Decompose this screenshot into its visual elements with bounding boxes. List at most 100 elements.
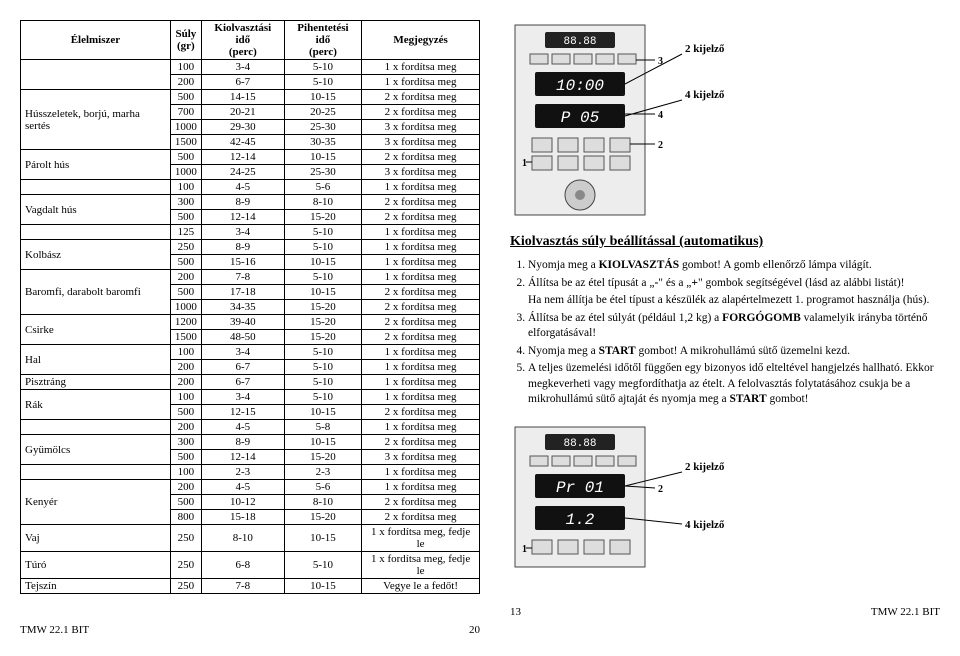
table-cell: 5-6 — [284, 480, 361, 495]
table-cell: 1 x fordítsa meg — [362, 390, 480, 405]
table-row: 1004-55-61 x fordítsa meg — [21, 180, 480, 195]
table-cell: 6-7 — [201, 360, 284, 375]
table-cell: 500 — [170, 150, 201, 165]
table-cell: 3 x fordítsa meg — [362, 135, 480, 150]
table-cell: 30-35 — [284, 135, 361, 150]
table-cell: 10-15 — [284, 405, 361, 420]
table-cell: 3 x fordítsa meg — [362, 120, 480, 135]
table-cell: 100 — [170, 60, 201, 75]
table-cell: 1000 — [170, 165, 201, 180]
table-cell: 7-8 — [201, 579, 284, 594]
table-cell: 300 — [170, 435, 201, 450]
table-cell: 3-4 — [201, 390, 284, 405]
table-cell: 5-10 — [284, 75, 361, 90]
table-cell: 2 x fordítsa meg — [362, 105, 480, 120]
table-cell: 4-5 — [201, 180, 284, 195]
table-cell: 1 x fordítsa meg — [362, 255, 480, 270]
table-cell: 2 x fordítsa meg — [362, 210, 480, 225]
table-cell: 10-15 — [284, 255, 361, 270]
table-cell: 5-10 — [284, 270, 361, 285]
food-cell: Baromfi, darabolt baromfi — [21, 270, 171, 315]
table-cell: 3 x fordítsa meg — [362, 165, 480, 180]
table-cell: 100 — [170, 465, 201, 480]
table-cell: 500 — [170, 285, 201, 300]
step-item: Állítsa be az étel súlyát (például 1,2 k… — [528, 311, 940, 342]
footer-model: TMW 22.1 BIT — [20, 624, 89, 636]
table-cell: 1 x fordítsa meg — [362, 465, 480, 480]
table-cell: 29-30 — [201, 120, 284, 135]
food-cell: Kenyér — [21, 480, 171, 525]
table-cell: 500 — [170, 255, 201, 270]
table-header: Pihentetési idő(perc) — [284, 21, 361, 60]
table-cell: 1 x fordítsa meg — [362, 375, 480, 390]
table-cell: 200 — [170, 360, 201, 375]
left-column: ÉlelmiszerSúly(gr)Kiolvasztási idő(perc)… — [20, 20, 480, 636]
table-cell: 250 — [170, 552, 201, 579]
table-cell: 10-15 — [284, 90, 361, 105]
table-cell: 5-10 — [284, 552, 361, 579]
footer-page: 13 — [510, 606, 521, 618]
table-cell: 100 — [170, 390, 201, 405]
step-item: A teljes üzemelési időtől függően egy bi… — [528, 361, 940, 408]
table-cell: 42-45 — [201, 135, 284, 150]
table-cell: 15-20 — [284, 210, 361, 225]
food-cell: Tejszín — [21, 579, 171, 594]
table-cell: 5-8 — [284, 420, 361, 435]
table-cell: 1 x fordítsa meg — [362, 270, 480, 285]
svg-text:2: 2 — [658, 140, 663, 151]
svg-text:88.88: 88.88 — [563, 36, 596, 48]
table-cell: 500 — [170, 405, 201, 420]
table-cell: 1 x fordítsa meg — [362, 225, 480, 240]
table-cell: 5-10 — [284, 225, 361, 240]
table-cell: 300 — [170, 195, 201, 210]
food-cell: Hússzeletek, borjú, marha sertés — [21, 90, 171, 150]
table-cell: 15-16 — [201, 255, 284, 270]
table-cell: 34-35 — [201, 300, 284, 315]
table-cell: 2 x fordítsa meg — [362, 495, 480, 510]
table-cell: 15-18 — [201, 510, 284, 525]
table-cell: 20-25 — [284, 105, 361, 120]
table-cell: 2 x fordítsa meg — [362, 300, 480, 315]
table-row: Hal1003-45-101 x fordítsa meg — [21, 345, 480, 360]
svg-text:1: 1 — [522, 544, 527, 555]
table-row: Túró2506-85-101 x fordítsa meg, fedje le — [21, 552, 480, 579]
table-row: Tejszín2507-810-15Vegye le a fedőt! — [21, 579, 480, 594]
table-cell: 8-9 — [201, 435, 284, 450]
table-row: 1003-45-101 x fordítsa meg — [21, 60, 480, 75]
table-cell: 1 x fordítsa meg — [362, 480, 480, 495]
table-row: Csirke120039-4015-202 x fordítsa meg — [21, 315, 480, 330]
table-cell: 10-15 — [284, 579, 361, 594]
table-cell: 2 x fordítsa meg — [362, 405, 480, 420]
table-cell: 10-12 — [201, 495, 284, 510]
table-cell: 6-7 — [201, 75, 284, 90]
table-cell: 5-10 — [284, 240, 361, 255]
table-row: 1253-45-101 x fordítsa meg — [21, 225, 480, 240]
table-cell: 100 — [170, 345, 201, 360]
svg-text:Pr 01: Pr 01 — [556, 479, 604, 497]
table-cell: 6-8 — [201, 552, 284, 579]
table-cell: 2 x fordítsa meg — [362, 435, 480, 450]
table-cell: 2 x fordítsa meg — [362, 330, 480, 345]
table-row: 1002-32-31 x fordítsa meg — [21, 465, 480, 480]
svg-text:2 kijelző: 2 kijelző — [685, 43, 725, 55]
table-cell: 6-7 — [201, 375, 284, 390]
table-cell: 24-25 — [201, 165, 284, 180]
table-cell: 100 — [170, 180, 201, 195]
table-cell: 7-8 — [201, 270, 284, 285]
food-cell: Hal — [21, 345, 171, 375]
step-item: Nyomja meg a START gombot! A mikrohullám… — [528, 344, 940, 360]
table-cell: 800 — [170, 510, 201, 525]
table-header: Kiolvasztási idő(perc) — [201, 21, 284, 60]
table-cell: 5-10 — [284, 345, 361, 360]
table-cell: 2 x fordítsa meg — [362, 510, 480, 525]
table-cell: 700 — [170, 105, 201, 120]
table-row: Pisztráng2006-75-101 x fordítsa meg — [21, 375, 480, 390]
table-cell: 15-20 — [284, 330, 361, 345]
food-cell: Párolt hús — [21, 150, 171, 180]
table-cell: 2 x fordítsa meg — [362, 90, 480, 105]
table-cell: 250 — [170, 525, 201, 552]
food-cell: Csirke — [21, 315, 171, 345]
table-cell: 8-10 — [284, 495, 361, 510]
table-cell: 15-20 — [284, 450, 361, 465]
table-cell: 3-4 — [201, 225, 284, 240]
